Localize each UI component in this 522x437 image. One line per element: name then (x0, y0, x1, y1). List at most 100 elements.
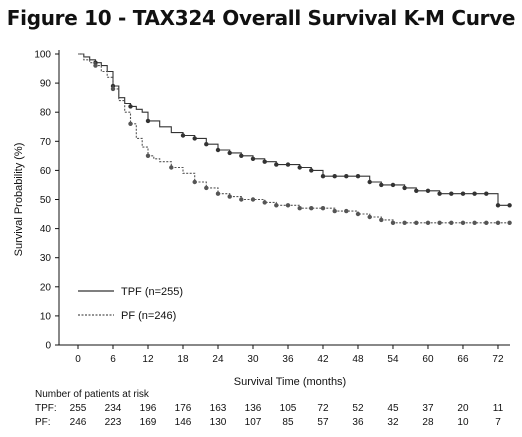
risk-cell: 32 (387, 417, 399, 428)
censor-marker (344, 208, 349, 214)
censor-marker (484, 220, 489, 225)
censor-marker (204, 185, 209, 191)
censor-marker (344, 174, 349, 179)
censor-marker (145, 153, 151, 158)
risk-cell: 52 (352, 403, 364, 414)
censor-marker (460, 220, 466, 225)
censor-marker (425, 188, 431, 193)
legend-entry: TPF (n=255) (121, 286, 183, 298)
risk-cell: 176 (175, 403, 192, 414)
censor-marker (379, 217, 384, 223)
censor-marker (93, 63, 98, 68)
censor-marker (507, 203, 512, 208)
censor-marker (320, 206, 326, 211)
risk-cell: 136 (245, 403, 262, 414)
x-tick-label: 42 (317, 354, 329, 365)
risk-cell: 37 (422, 403, 434, 414)
x-tick-label: 12 (142, 354, 154, 365)
censor-marker (425, 220, 431, 225)
censor-marker (472, 191, 477, 196)
censor-marker (414, 188, 419, 193)
censor-marker (297, 165, 302, 170)
y-tick-label: 50 (40, 195, 52, 206)
risk-cell: 246 (70, 417, 87, 428)
censor-marker (204, 142, 209, 147)
censor-marker (495, 220, 501, 225)
censor-marker (379, 182, 384, 188)
censor-marker (495, 203, 501, 208)
y-tick-label: 70 (40, 137, 52, 148)
x-tick-label: 36 (282, 354, 294, 365)
risk-cell: 146 (175, 417, 192, 428)
censor-marker (262, 200, 267, 205)
censor-marker (437, 220, 442, 225)
x-tick-label: 24 (212, 354, 224, 365)
censor-marker (215, 147, 221, 153)
x-tick-label: 66 (457, 354, 469, 365)
censor-marker (250, 197, 256, 202)
risk-cell: 255 (70, 403, 87, 414)
risk-cell: 223 (105, 417, 122, 428)
legend-entry: PF (n=246) (121, 310, 176, 322)
censor-marker (402, 220, 407, 225)
risk-cell: 57 (317, 417, 329, 428)
censor-marker (449, 191, 454, 196)
censor-marker (145, 118, 151, 124)
risk-row-label: PF: (35, 417, 51, 428)
y-tick-label: 80 (40, 108, 52, 119)
censor-marker (437, 191, 442, 196)
risk-cell: 163 (210, 403, 227, 414)
censor-marker (402, 185, 407, 191)
censor-marker (309, 206, 314, 211)
censor-marker (414, 220, 419, 225)
censor-marker (460, 191, 466, 196)
y-tick-label: 0 (45, 341, 51, 352)
censor-marker (355, 174, 361, 179)
censor-marker (192, 136, 197, 141)
censor-marker (507, 220, 512, 225)
x-axis-label: Survival Time (months) (234, 376, 346, 388)
risk-cell: 72 (317, 403, 329, 414)
risk-cell: 169 (140, 417, 157, 428)
censor-marker (309, 168, 314, 173)
risk-cell: 105 (280, 403, 297, 414)
risk-cell: 28 (422, 417, 434, 428)
censor-marker (367, 179, 372, 185)
x-tick-label: 30 (247, 354, 259, 365)
y-tick-label: 40 (40, 224, 52, 235)
risk-cell: 196 (140, 403, 157, 414)
risk-table-title: Number of patients at risk (35, 389, 150, 400)
censor-marker (449, 220, 454, 225)
x-tick-label: 48 (352, 354, 364, 365)
risk-cell: 130 (210, 417, 227, 428)
risk-cell: 36 (352, 417, 364, 428)
risk-cell: 234 (105, 403, 122, 414)
y-tick-label: 20 (40, 282, 52, 293)
series-line-tpf (78, 53, 510, 206)
censor-marker (297, 206, 302, 211)
censor-marker (227, 194, 232, 199)
censor-marker (320, 174, 326, 179)
censor-marker (239, 197, 244, 202)
risk-cell: 10 (457, 417, 469, 428)
y-axis-label: Survival Probability (%) (13, 143, 25, 257)
chart-title: Figure 10 - TAX324 Overall Survival K-M … (6, 6, 516, 30)
y-tick-label: 30 (40, 253, 52, 264)
y-tick-label: 10 (40, 311, 52, 322)
y-tick-label: 100 (34, 50, 51, 61)
censor-marker (192, 179, 197, 185)
risk-cell: 11 (493, 403, 504, 414)
x-tick-label: 6 (110, 354, 116, 365)
series-line-pf (78, 53, 510, 224)
censor-marker (227, 150, 232, 156)
censor-marker (128, 104, 133, 109)
x-tick-label: 60 (422, 354, 434, 365)
risk-cell: 20 (457, 403, 469, 414)
censor-marker (239, 153, 244, 158)
x-tick-label: 0 (75, 354, 81, 365)
censor-marker (169, 165, 174, 170)
censor-marker (285, 162, 291, 167)
censor-marker (274, 203, 279, 208)
x-tick-label: 54 (387, 354, 399, 365)
